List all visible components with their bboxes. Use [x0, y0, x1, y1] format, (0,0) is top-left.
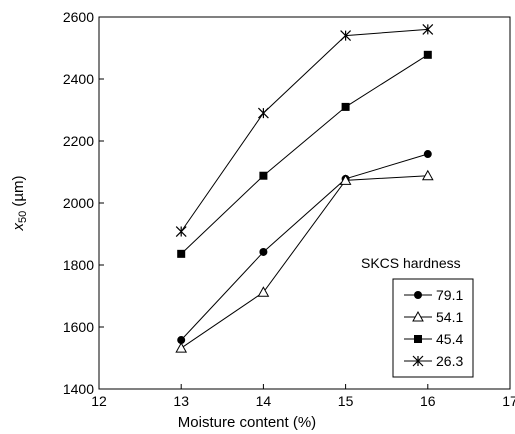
y-axis-title: x50 (µm): [10, 175, 29, 231]
x-tick-label: 16: [420, 393, 436, 409]
legend-label: 54.1: [436, 309, 463, 325]
data-point: [175, 226, 187, 237]
series-line-45.4: [180, 54, 429, 255]
x-axis-title: Moisture content (%): [178, 414, 316, 431]
data-point: [177, 249, 186, 258]
y-tick-label: 2200: [63, 133, 94, 149]
x-tick-label: 13: [173, 393, 189, 409]
data-point: [423, 50, 432, 59]
data-point: [339, 174, 352, 185]
data-point: [423, 150, 432, 159]
series-lines: [180, 28, 429, 349]
x-tick-label: 17: [502, 393, 515, 409]
series-line-54.1: [180, 175, 428, 349]
data-point: [421, 169, 434, 181]
data-point: [257, 286, 270, 297]
y-tick-label: 2000: [63, 195, 94, 211]
legend-label: 45.4: [436, 331, 463, 347]
y-tick-label: 1800: [63, 257, 94, 273]
data-point: [341, 102, 350, 111]
x-tick-label: 15: [338, 393, 354, 409]
y-tick-label: 2600: [63, 9, 94, 25]
data-point: [177, 336, 186, 345]
data-point: [257, 107, 269, 119]
series-line-26.3: [180, 28, 428, 232]
y-tick-label: 1400: [63, 381, 94, 397]
legend-label: 26.3: [436, 353, 463, 369]
legend-label: 79.1: [436, 287, 463, 303]
legend-title: SKCS hardness: [361, 255, 461, 271]
data-point: [259, 247, 268, 256]
x-tick-label: 14: [256, 393, 272, 409]
data-point: [259, 171, 268, 180]
series-line-79.1: [180, 153, 428, 341]
y-axis-title-main: x: [10, 223, 27, 232]
x-tick-label: 12: [91, 393, 107, 409]
legend-items: 79.1 54.1 45.4 26.3: [404, 287, 463, 369]
y-tick-label: 1600: [63, 319, 94, 335]
legend-marker: [412, 310, 424, 322]
legend-marker: [414, 291, 422, 299]
legend: SKCS hardness 79.1 54.1 45.4 26.3: [361, 255, 474, 378]
series-markers: [175, 23, 434, 353]
y-axis-title-subscript: 50: [17, 211, 29, 223]
data-point: [340, 30, 352, 42]
data-point: [175, 342, 188, 353]
legend-marker: [414, 335, 422, 343]
y-tick-label: 2400: [63, 71, 94, 87]
legend-marker: [412, 355, 424, 367]
y-axis-title-unit: (µm): [10, 175, 27, 210]
axes: 12 13 14 15 16 17 1400 1600 1800 2000 2200 2400 2600: [63, 9, 515, 409]
data-point: [422, 23, 434, 35]
